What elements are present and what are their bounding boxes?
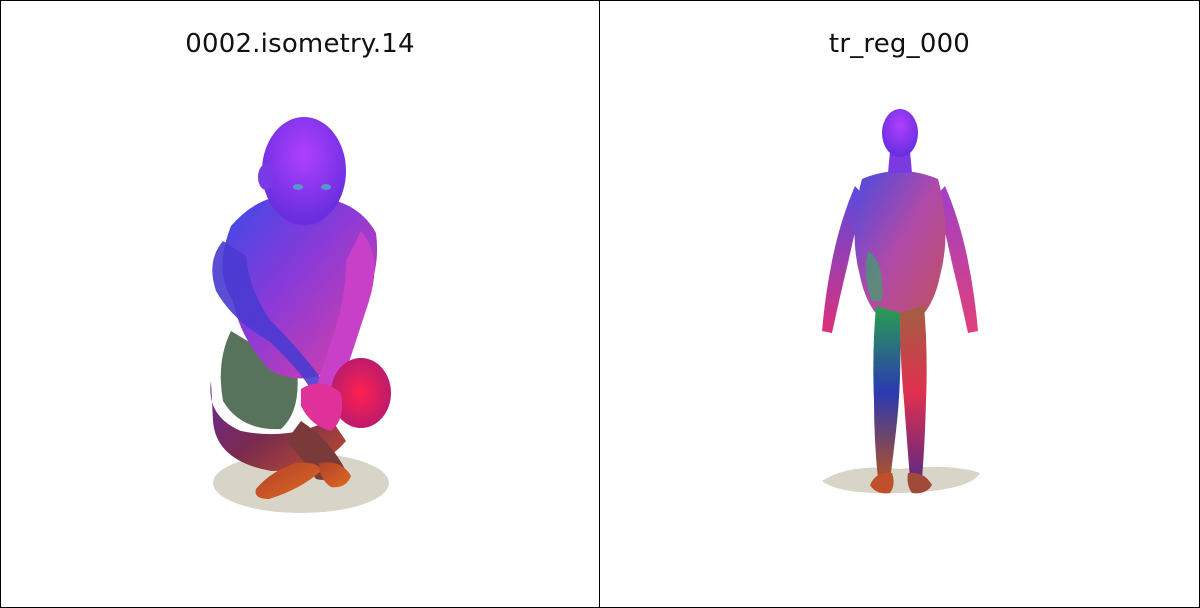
panel-title: tr_reg_000 (828, 29, 971, 59)
panel-title: 0002.isometry.14 (185, 29, 415, 59)
panel-target-mesh[interactable]: tr_reg_000 (599, 0, 1200, 608)
ground-shadow (822, 466, 980, 494)
panel-source-mesh[interactable]: 0002.isometry.14 (0, 0, 600, 608)
standing-figure-render (822, 109, 980, 494)
crouching-figure-render (210, 117, 391, 513)
